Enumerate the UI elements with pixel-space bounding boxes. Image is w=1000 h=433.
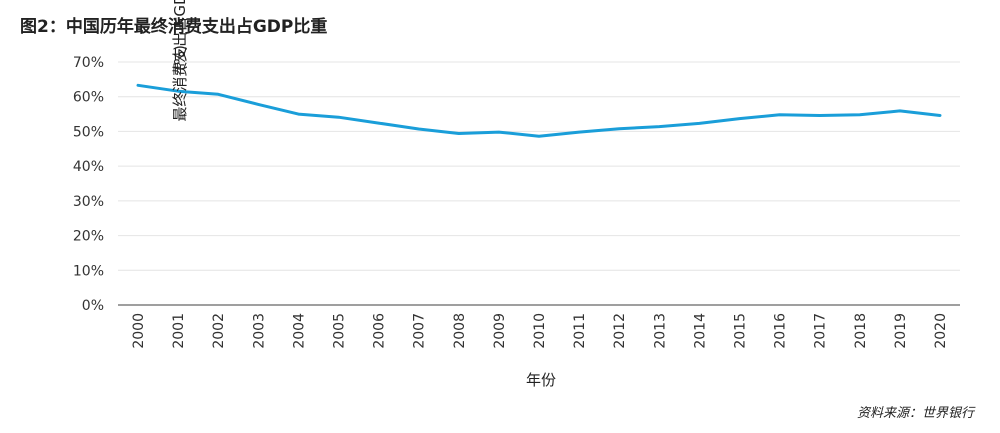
x-tick-label: 2004 [291,313,307,349]
y-tick-label: 60% [73,90,104,106]
y-tick-label: 20% [73,229,104,245]
x-axis-label: 年份 [526,371,556,389]
y-tick-label: 10% [73,263,104,279]
x-tick-label: 2015 [732,313,748,349]
x-tick-label: 2019 [893,313,909,349]
y-axis-label: 最终消费支出占GDP比重 [171,0,189,122]
x-tick-label: 2006 [372,313,388,349]
x-tick-label: 2017 [813,313,829,349]
x-tick-labels: 2000 2001 2002 2003 2004 2005 2006 2007 2008 2009… [131,313,949,349]
x-tick-label: 2010 [532,313,548,349]
x-tick-label: 2007 [412,313,428,349]
x-tick-label: 2002 [211,313,227,349]
x-tick-label: 2016 [773,313,789,349]
x-tick-label: 2020 [933,313,949,349]
x-tick-label: 2001 [171,313,187,349]
x-tick-label: 2018 [853,313,869,349]
y-tick-labels: 0% 10% 20% 30% 40% 50% 60% 70% [73,55,104,314]
x-tick-label: 2003 [251,313,267,349]
source-note: 资料来源：世界银行 [856,406,974,421]
x-tick-label: 2009 [492,313,508,349]
x-tick-label: 2011 [572,313,588,349]
chart-title: 图2：中国历年最终消费支出占GDP比重 [20,17,328,37]
y-tick-label: 50% [73,124,104,140]
y-tick-label: 30% [73,194,104,210]
x-tick-label: 2005 [332,313,348,349]
x-tick-label: 2013 [652,313,668,349]
x-tick-label: 2000 [131,313,147,349]
y-axis-unit-label: (%) [171,45,189,71]
x-tick-label: 2012 [612,313,628,349]
y-tick-label: 70% [73,55,104,71]
y-tick-label: 40% [73,159,104,175]
x-tick-label: 2008 [452,313,468,349]
gridlines [118,61,960,306]
series-lines [136,83,942,138]
x-tick-label: 2014 [692,313,708,349]
series-line [136,83,942,138]
y-tick-label: 0% [82,298,104,314]
